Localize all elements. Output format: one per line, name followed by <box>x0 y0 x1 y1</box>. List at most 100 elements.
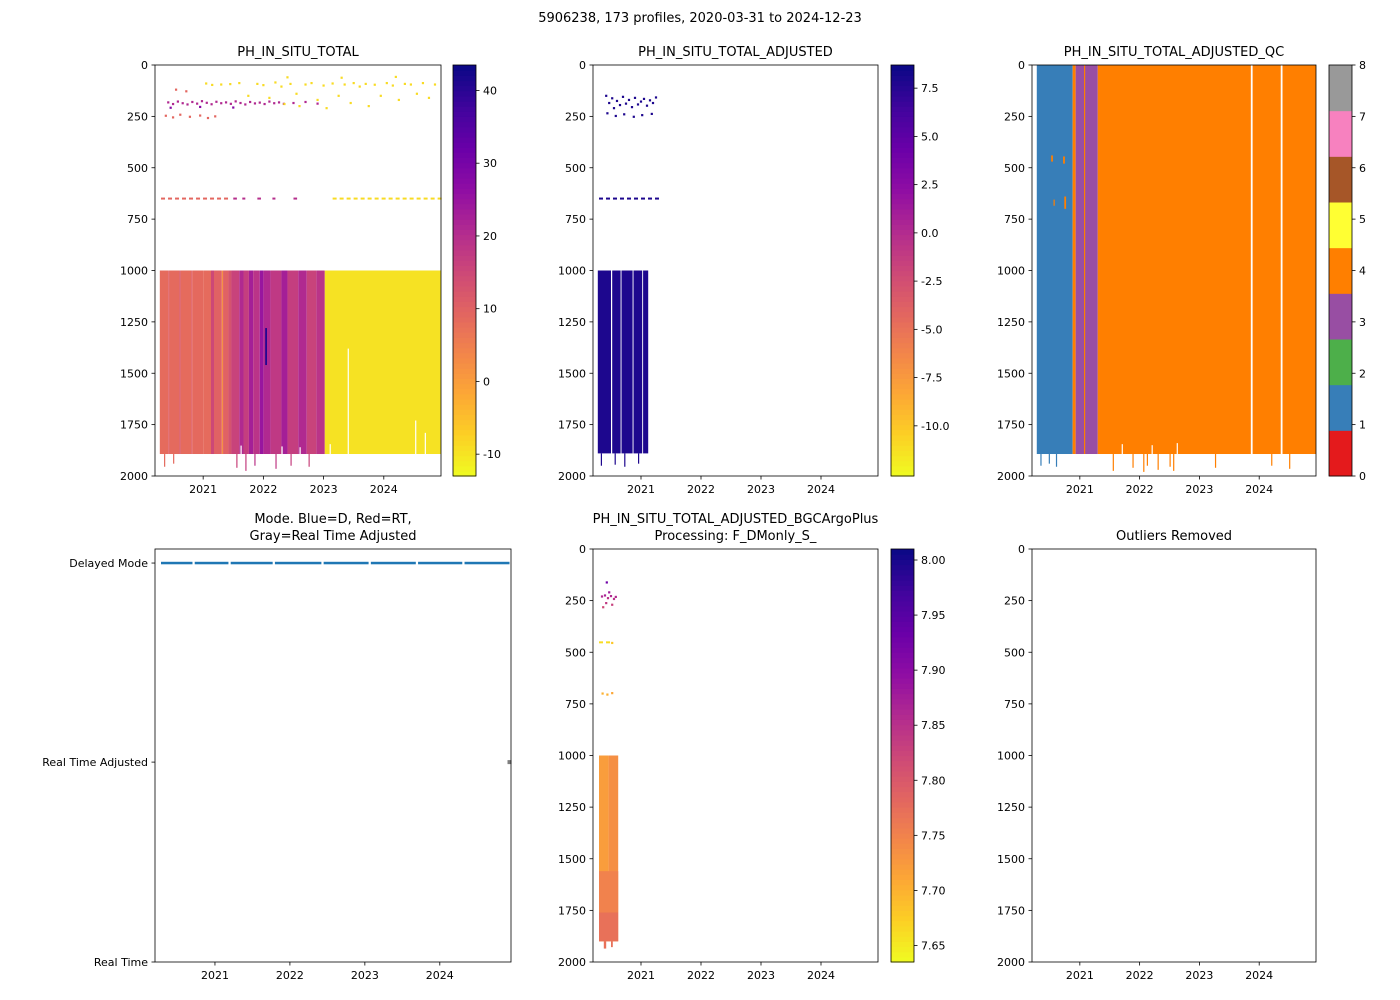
colorbar-gradient-step <box>453 285 476 292</box>
colorbar-frame <box>1328 64 1353 477</box>
colorbar-gradient-step <box>891 574 914 581</box>
x-tick-label: 2022 <box>1126 969 1154 982</box>
colorbar-gradient-step <box>453 224 476 230</box>
heatmap-point <box>606 112 609 115</box>
mode-line-segment <box>160 561 193 565</box>
heatmap-dash <box>627 197 631 200</box>
y-tick-label: 750 <box>565 213 586 226</box>
colorbar-gradient-step <box>891 729 914 736</box>
y-tick-label: 2000 <box>558 956 586 969</box>
heatmap-point <box>605 602 608 605</box>
colorbar-tick-label: 0 <box>1359 470 1366 483</box>
colorbar-gradient-step <box>891 347 914 354</box>
y-tick-label: 250 <box>565 595 586 608</box>
heatmap-point <box>258 101 261 104</box>
y-tick-label: 500 <box>565 646 586 659</box>
heatmap-block <box>191 270 193 455</box>
colorbar-tick-label: 7.90 <box>921 664 946 677</box>
heatmap-dash <box>430 197 435 200</box>
colorbar-gradient-step <box>453 121 476 128</box>
heatmap-dash <box>381 197 386 200</box>
heatmap-dash <box>402 197 407 200</box>
heatmap-block <box>1146 454 1148 466</box>
colorbar-segment <box>1329 293 1352 340</box>
axes-frame <box>592 548 879 963</box>
colorbar-gradient-step <box>453 327 476 333</box>
heatmap-point <box>310 81 313 85</box>
heatmap-dash <box>437 197 442 200</box>
colorbar-gradient-step <box>891 600 914 607</box>
heatmap-point <box>611 692 614 695</box>
heatmap-point <box>343 83 346 86</box>
subplot-title: Outliers Removed <box>1116 529 1232 544</box>
heatmap-point <box>642 97 646 101</box>
y-tick-label: 0 <box>579 543 586 556</box>
heatmap-dash <box>409 197 414 200</box>
heatmap-point <box>186 103 189 106</box>
colorbar-gradient-step <box>891 373 914 379</box>
colorbar-gradient-step <box>891 239 914 246</box>
colorbar-gradient-step <box>453 301 476 308</box>
heatmap-point <box>316 102 319 105</box>
heatmap-point <box>262 84 265 87</box>
colorbar-gradient-step <box>891 388 914 395</box>
colorbar-segment <box>1329 247 1352 294</box>
colorbar-gradient-step <box>891 142 914 148</box>
heatmap-point <box>273 102 276 105</box>
colorbar-gradient-step <box>891 75 914 82</box>
colorbar-gradient-step <box>453 244 476 251</box>
x-tick-label: 2021 <box>201 969 229 982</box>
heatmap-point <box>292 101 295 105</box>
mode-line-segment <box>194 561 229 565</box>
subplot-title: Gray=Real Time Adjusted <box>250 529 417 544</box>
colorbar-gradient-step <box>891 951 914 958</box>
colorbar-gradient-step <box>891 157 914 164</box>
colorbar-gradient-step <box>453 393 476 400</box>
colorbar-gradient-step <box>891 564 914 571</box>
colorbar-gradient-step <box>891 260 914 266</box>
y-tick-label: 500 <box>565 162 586 175</box>
colorbar-gradient-step <box>891 306 914 313</box>
colorbar-gradient-step <box>891 183 914 189</box>
heatmap-block <box>243 270 249 455</box>
colorbar-gradient-step <box>891 301 914 308</box>
heatmap-dash <box>161 197 166 200</box>
colorbar-gradient-step <box>453 162 476 169</box>
x-tick-label: 2023 <box>747 969 775 982</box>
colorbar-gradient-step <box>891 853 914 860</box>
colorbar-tick-label: -10 <box>483 448 501 461</box>
colorbar-tick-label: 7.80 <box>921 774 946 787</box>
colorbar-gradient-step <box>453 311 476 318</box>
y-tick-label: 1500 <box>997 853 1025 866</box>
colorbar-gradient-step <box>453 80 476 87</box>
colorbar-tick-label: 7.75 <box>921 829 946 842</box>
colorbar-gradient-step <box>891 750 914 757</box>
colorbar-gradient-step <box>891 316 914 323</box>
heatmap-dash <box>175 197 180 200</box>
heatmap-block <box>1112 454 1114 471</box>
y-tick-label: 250 <box>565 110 586 123</box>
axes-frame <box>154 548 512 963</box>
colorbar-gradient-step <box>891 152 914 159</box>
colorbar-gradient-step <box>453 357 476 364</box>
colorbar-gradient-step <box>891 832 914 839</box>
colorbar-gradient-step <box>453 383 476 390</box>
heatmap-point <box>295 92 298 95</box>
colorbar-gradient-step <box>891 70 914 76</box>
heatmap-block <box>1289 454 1291 469</box>
heatmap-point <box>618 103 622 107</box>
y-tick-label: 1750 <box>997 904 1025 917</box>
y-tick-label: 1250 <box>558 316 586 329</box>
y-tick-label: 500 <box>1004 646 1025 659</box>
y-tick-label: 1500 <box>997 367 1025 380</box>
colorbar-gradient-step <box>891 188 914 195</box>
colorbar-gradient-step <box>891 121 914 128</box>
subplot-title: PH_IN_SITU_TOTAL_ADJUSTED <box>638 45 833 60</box>
heatmap-point <box>298 105 301 108</box>
colorbar-gradient-step <box>891 817 914 824</box>
colorbar-gradient-step <box>891 801 914 808</box>
y-tick-label: 2000 <box>120 470 148 483</box>
colorbar-gradient-step <box>453 434 476 441</box>
colorbar-gradient-step <box>891 111 914 117</box>
heatmap-point <box>614 114 617 118</box>
